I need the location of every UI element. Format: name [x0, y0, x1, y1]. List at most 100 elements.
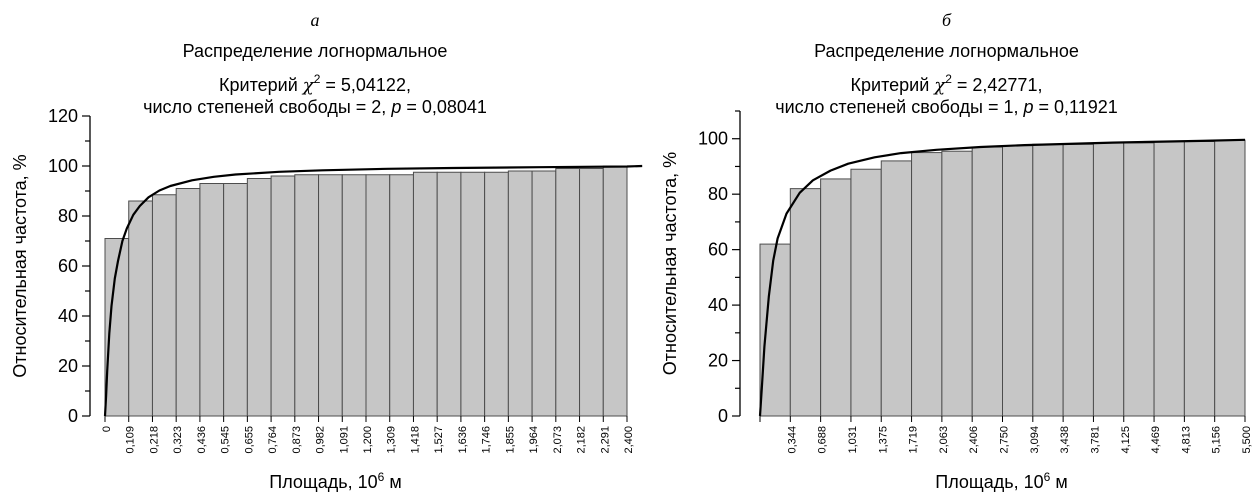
x-tick-label: 1,031 [847, 426, 859, 454]
bar [318, 174, 343, 417]
bar [412, 171, 438, 417]
criterion-prefix: Критерий [850, 75, 935, 95]
y-tick-label: 0 [718, 406, 728, 426]
criterion-value: = 5,04122, [320, 75, 411, 95]
x-axis-label-text: Площадь, 10 [935, 472, 1044, 492]
bar [246, 178, 272, 417]
y-tick-label: 60 [708, 240, 728, 260]
x-tick-label: 1,964 [528, 426, 540, 454]
bar [1002, 145, 1034, 417]
chart-stats: число степеней свободы = 2, p = 0,08041 [0, 97, 630, 118]
x-axis-label-exponent: 6 [377, 470, 385, 484]
x-tick-label: 4,813 [1180, 426, 1192, 454]
bar [128, 200, 153, 417]
x-tick-label: 2,063 [938, 426, 950, 454]
chart-stats: число степеней свободы = 1, p = 0,11921 [640, 97, 1253, 118]
x-tick-label: 0,982 [315, 426, 327, 454]
x-tick-label: 1,309 [386, 426, 398, 454]
fit-curve [758, 138, 1246, 417]
criterion-prefix: Критерий [219, 75, 303, 95]
bar [1032, 143, 1064, 417]
chart-title: Распределение логнормальное [814, 41, 1079, 61]
chi-superscript: 2 [313, 72, 321, 86]
x-tick-label: 3,438 [1059, 426, 1071, 454]
x-tick-label: 3,781 [1089, 426, 1101, 454]
bar [531, 170, 557, 417]
bar [911, 152, 943, 417]
x-tick-label: 2,073 [552, 426, 564, 454]
x-tick-label: 0,545 [220, 426, 232, 454]
bar [484, 171, 509, 417]
x-tick-label: 1,375 [877, 426, 889, 454]
x-axis-label-text: Площадь, 10 [269, 472, 378, 492]
bar [602, 165, 628, 417]
stats-prefix: число степеней свободы = 1, [775, 97, 1024, 117]
stats-prefix: число степеней свободы = 2, [143, 97, 392, 117]
bar [507, 170, 533, 417]
p-symbol: p [391, 97, 402, 117]
bar [759, 243, 791, 417]
x-axis-label-unit: м [384, 472, 402, 492]
p-value: = 0,11921 [1033, 97, 1118, 117]
bar [270, 175, 296, 417]
bar [389, 174, 414, 417]
bar [151, 194, 177, 417]
x-tick-label: 2,400 [623, 426, 635, 454]
bar [1153, 141, 1185, 417]
x-tick-label: 1,636 [457, 426, 469, 454]
bar [1123, 142, 1155, 417]
bar [199, 183, 225, 417]
bar [1092, 142, 1125, 417]
x-axis-label: Площадь, 106 м [43, 470, 628, 493]
x-tick-label: 0,688 [817, 426, 829, 454]
x-tick-label: 4,125 [1120, 426, 1132, 454]
x-tick-label: 1,719 [908, 426, 920, 454]
bar [294, 174, 320, 417]
x-tick-label: 0,344 [786, 426, 798, 454]
x-tick-label: 1,418 [409, 426, 421, 454]
bar [971, 146, 1003, 417]
y-tick-label: 60 [58, 256, 78, 276]
bar [579, 168, 604, 417]
panel-letter: б [941, 10, 952, 30]
x-tick-label: 2,182 [576, 426, 588, 454]
y-axis-title: Относительная частота, % [10, 154, 30, 377]
chart-plot-b: 0 20 40 60 80 100 0,344 0,688 1,031 1,375 1,719 2,0… [660, 110, 1253, 454]
y-tick-label: 20 [58, 356, 78, 376]
bar [341, 174, 367, 417]
x-tick-label: 0,436 [196, 426, 208, 454]
x-tick-label: 3,094 [1029, 426, 1041, 454]
bar [941, 150, 973, 417]
x-tick-label: 0,655 [243, 426, 255, 454]
chart-title: Распределение логнормальное [182, 41, 448, 61]
x-tick-label: 5,500 [1241, 426, 1253, 454]
p-value: = 0,08041 [401, 97, 487, 117]
bar [555, 168, 581, 417]
chart-panel-a: а Распределение логнормальное Критерий χ… [0, 10, 643, 493]
y-tick-label: 80 [708, 184, 728, 204]
x-tick-label: 1,200 [362, 426, 374, 454]
x-axis-label-unit: м [1050, 472, 1068, 492]
x-tick-label: 2,406 [968, 426, 980, 454]
bar [789, 188, 822, 417]
p-symbol: p [1023, 97, 1034, 117]
chart-plot-a: 0 20 40 60 80 100 120 0 0,109 0,218 0,323 0,436 0,54… [10, 106, 643, 454]
x-tick-label: 1,527 [433, 426, 445, 454]
x-tick-label: 1,091 [338, 426, 350, 454]
y-axis-title: Относительная частота, % [660, 152, 680, 375]
chart-panel-b: б Распределение логнормальное Критерий χ… [640, 0, 1253, 499]
x-axis-label: Площадь, 106 м [750, 470, 1253, 493]
chi-symbol: χ [302, 75, 314, 96]
chart-criterion: Критерий χ2 = 5,04122, [0, 72, 630, 96]
x-tick-label: 0,323 [172, 426, 184, 454]
bar [850, 168, 882, 417]
x-tick-label: 0,764 [267, 426, 279, 454]
fit-curve [103, 164, 643, 417]
y-tick-label: 100 [48, 156, 78, 176]
bar [820, 178, 852, 417]
bar [1062, 143, 1094, 417]
bar [880, 160, 913, 417]
x-tick-label: 2,291 [599, 426, 611, 454]
criterion-value: = 2,42771, [951, 75, 1043, 95]
chi-symbol: χ [934, 75, 946, 96]
